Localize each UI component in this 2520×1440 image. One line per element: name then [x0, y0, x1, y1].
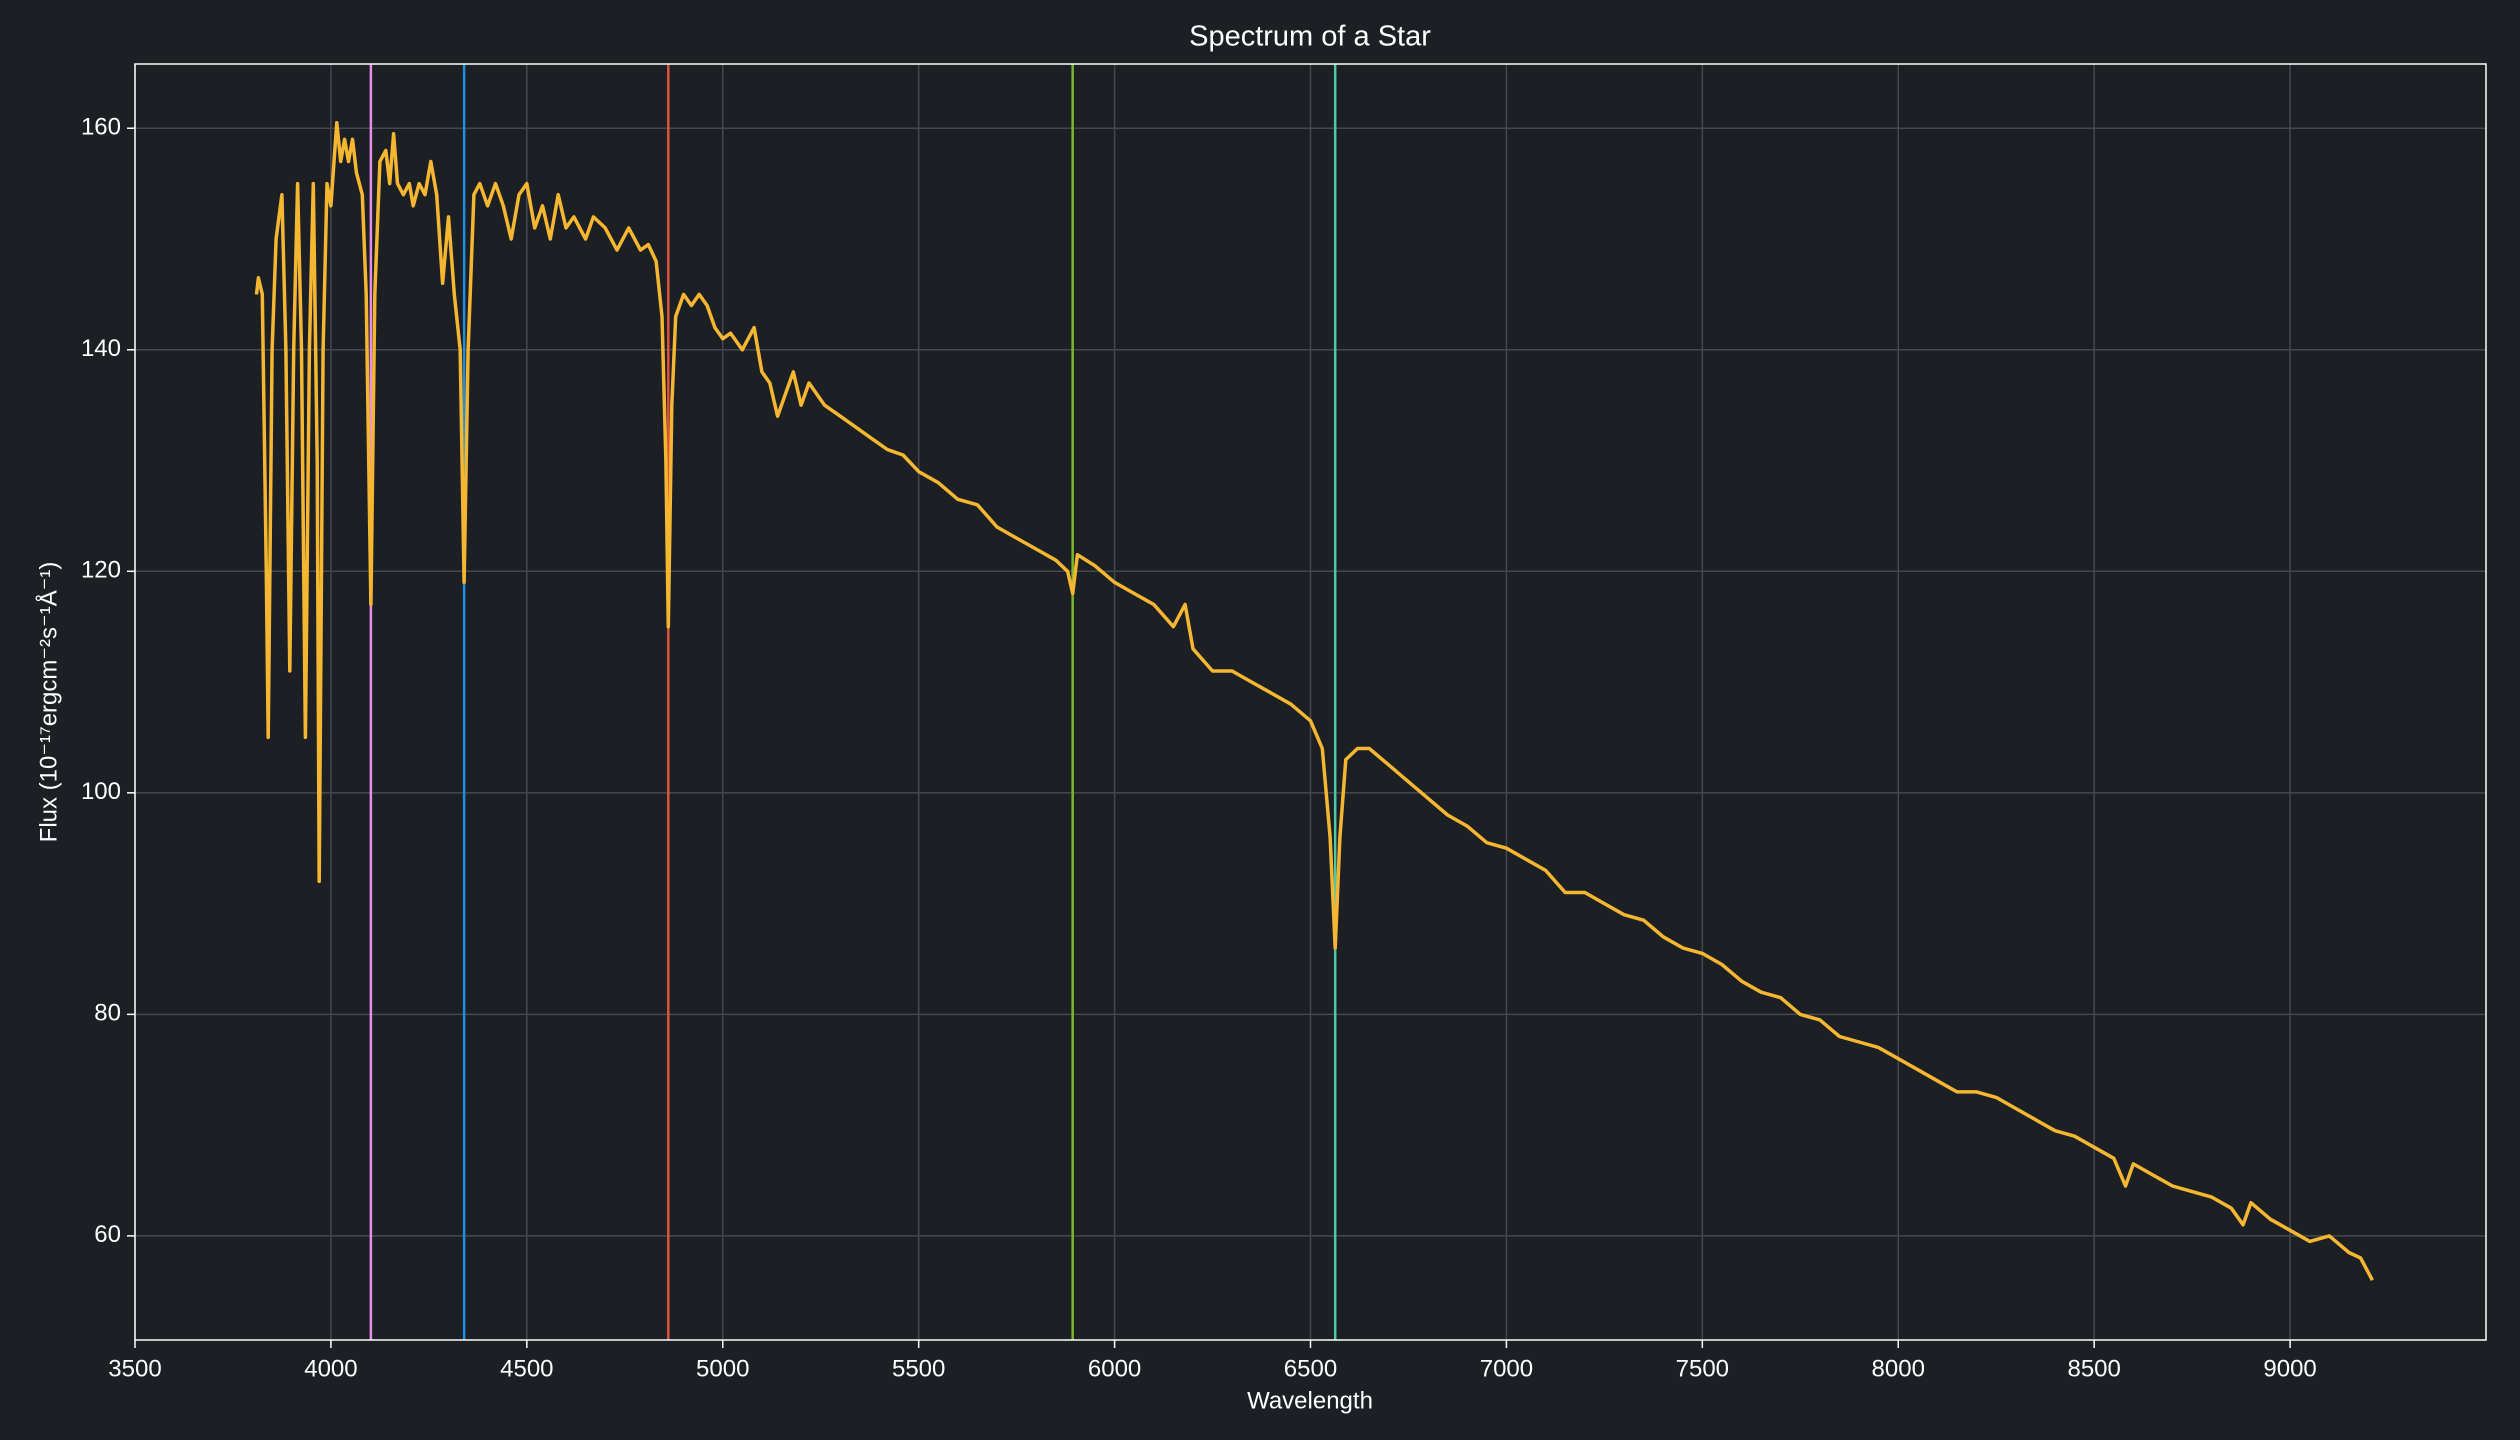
x-tick-label: 5000 [696, 1355, 749, 1382]
x-tick-label: 9000 [2263, 1355, 2316, 1382]
x-tick-label: 7000 [1480, 1355, 1533, 1382]
x-tick-label: 8500 [2067, 1355, 2120, 1382]
plot-frame [134, 63, 2487, 1341]
x-tick-label: 4500 [500, 1355, 553, 1382]
y-tick-label: 60 [94, 1221, 121, 1248]
y-tick-label: 160 [81, 114, 121, 141]
y-tick-label: 140 [81, 335, 121, 362]
x-tick-label: 5500 [892, 1355, 945, 1382]
y-tick-label: 120 [81, 557, 121, 584]
x-tick-label: 8000 [1872, 1355, 1925, 1382]
y-axis-label: Flux (10⁻¹⁷ergcm⁻²s⁻¹Å⁻¹) [34, 562, 62, 843]
x-tick-label: 4000 [304, 1355, 357, 1382]
x-tick-label: 6000 [1088, 1355, 1141, 1382]
x-axis-label: Wavelength [1247, 1387, 1373, 1414]
y-tick-label: 80 [94, 1000, 121, 1027]
spectrum-line [254, 120, 2374, 1282]
x-tick-label: 3500 [108, 1355, 161, 1382]
chart-title: Spectrum of a Star [1189, 21, 1431, 53]
x-tick-label: 6500 [1284, 1355, 1337, 1382]
x-tick-label: 7500 [1676, 1355, 1729, 1382]
y-tick-label: 100 [81, 778, 121, 805]
